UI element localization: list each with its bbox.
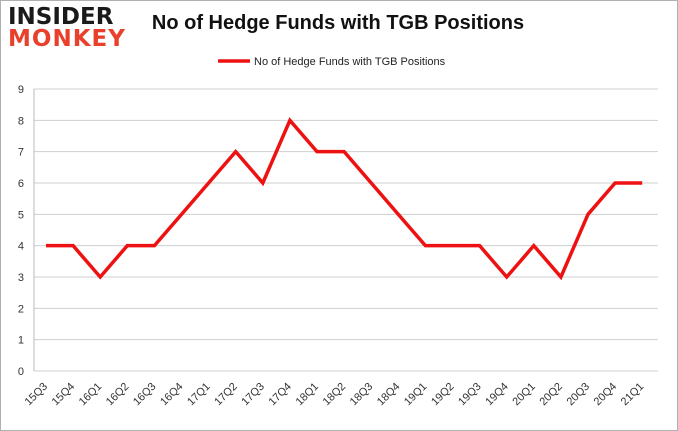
x-tick-label: 17Q1 (185, 381, 213, 409)
x-tick-label: 15Q3 (23, 381, 51, 409)
x-tick-label: 18Q4 (375, 381, 403, 409)
x-tick-label: 15Q4 (50, 381, 78, 409)
x-tick-label: 16Q3 (131, 381, 159, 409)
gridlines (33, 88, 658, 372)
x-tick-label: 18Q2 (321, 381, 349, 409)
x-tick-label: 21Q1 (619, 381, 647, 409)
series-layer (45, 117, 643, 281)
y-tick-label: 6 (18, 178, 24, 190)
logo-line-2: MONKEY (8, 26, 126, 52)
x-tick-label: 17Q4 (266, 381, 294, 409)
y-tick-label: 8 (18, 115, 24, 127)
x-tick-label: 20Q1 (510, 381, 538, 409)
legend-label: No of Hedge Funds with TGB Positions (254, 56, 446, 68)
x-tick-label: 17Q3 (239, 381, 267, 409)
y-tick-label: 4 (18, 241, 24, 253)
logo-line-1: INSIDER (8, 4, 114, 30)
x-tick-label: 18Q1 (294, 381, 322, 409)
x-tick-label: 19Q4 (483, 381, 511, 409)
x-tick-label: 16Q1 (77, 381, 105, 409)
y-tick-label: 2 (18, 303, 24, 315)
x-tick-label: 20Q2 (537, 381, 565, 409)
x-tick-label: 19Q3 (456, 381, 484, 409)
y-tick-label: 3 (18, 272, 24, 284)
y-tick-label: 1 (18, 335, 24, 347)
x-tick-label: 17Q2 (212, 381, 240, 409)
x-tick-label: 20Q3 (565, 381, 593, 409)
y-tick-label: 0 (18, 366, 24, 378)
x-tick-label: 16Q4 (158, 381, 186, 409)
x-tick-label: 19Q2 (429, 381, 457, 409)
x-axis-ticks: 15Q3 15Q4 16Q1 16Q2 16Q3 16Q4 17Q1 17Q2 17Q3 17Q4… (23, 381, 647, 409)
insider-monkey-logo: INSIDER MONKEY (8, 4, 126, 52)
y-tick-label: 9 (18, 84, 24, 96)
y-axis-ticks: 0 1 2 3 4 5 6 7 8 9 (18, 84, 24, 378)
x-tick-label: 20Q4 (592, 381, 620, 409)
legend: No of Hedge Funds with TGB Positions (218, 56, 446, 68)
x-tick-label: 16Q2 (104, 381, 132, 409)
x-tick-label: 18Q3 (348, 381, 376, 409)
series-line-0 (46, 117, 643, 281)
x-tick-label: 19Q1 (402, 381, 430, 409)
chart-title: No of Hedge Funds with TGB Positions (151, 12, 525, 34)
y-tick-label: 5 (18, 209, 24, 221)
y-tick-label: 7 (18, 147, 24, 159)
